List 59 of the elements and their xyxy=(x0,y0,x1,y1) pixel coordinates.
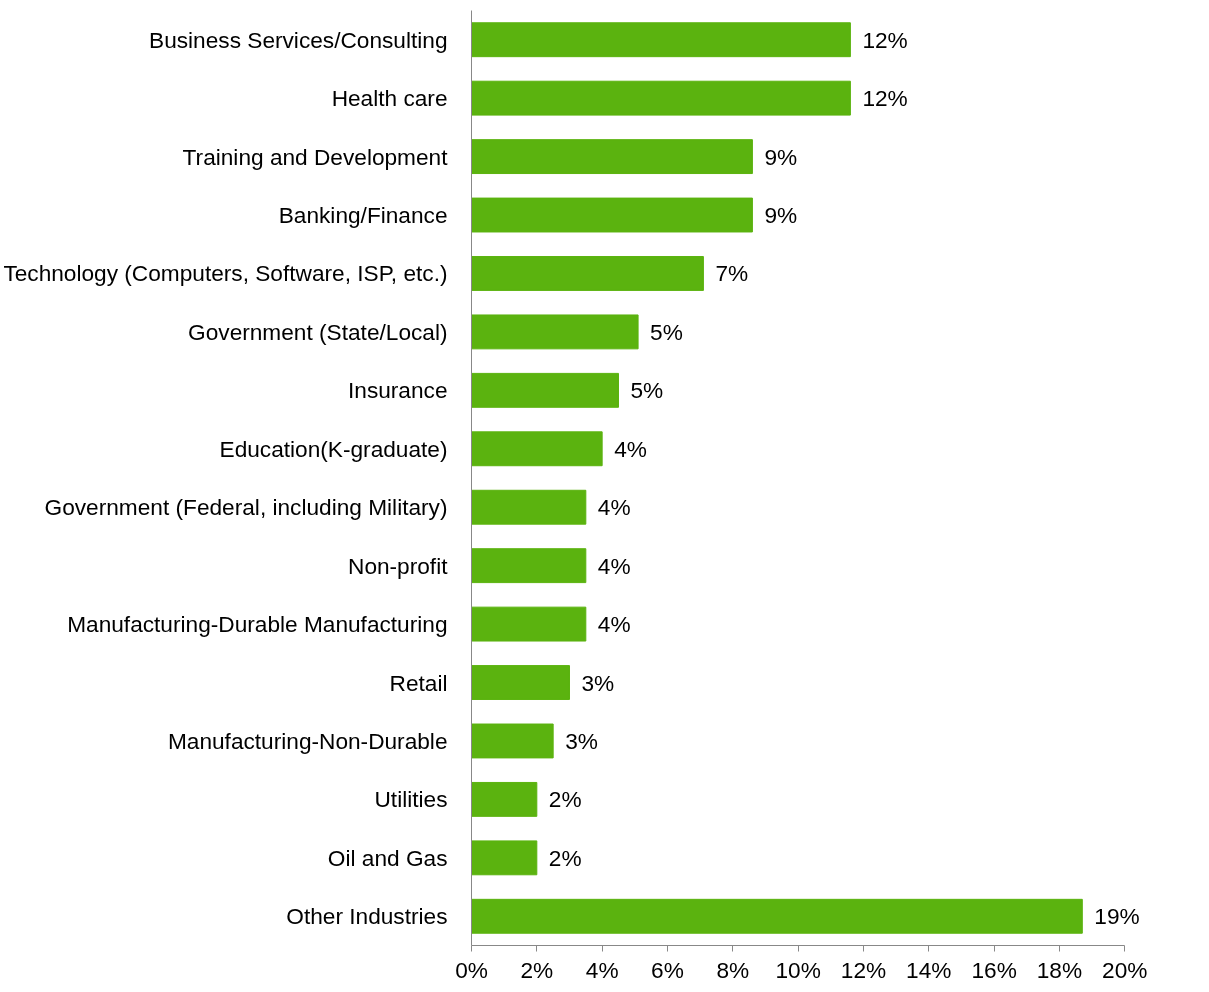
x-tick-label: 12% xyxy=(840,956,887,983)
bar xyxy=(471,840,538,876)
y-tick-label: Education(K-graduate) xyxy=(219,435,448,462)
y-tick-label: Insurance xyxy=(348,377,448,404)
data-label: 12% xyxy=(862,26,908,53)
x-tick-label: 10% xyxy=(775,956,821,983)
y-tick-label: Retail xyxy=(389,669,448,696)
bar xyxy=(471,22,851,58)
x-tick-label: 14% xyxy=(906,956,952,983)
data-label: 7% xyxy=(715,260,749,287)
x-tick-label: 4% xyxy=(585,956,619,983)
bar xyxy=(471,80,851,116)
data-label: 9% xyxy=(764,202,798,229)
y-tick-label: Government (Federal, including Military) xyxy=(44,494,448,521)
data-label: 3% xyxy=(581,669,615,696)
data-label: 4% xyxy=(614,435,647,462)
data-label: 2% xyxy=(548,844,582,871)
bar xyxy=(471,548,587,584)
data-label: 4% xyxy=(597,611,631,638)
x-tick-label: 20% xyxy=(1102,956,1148,983)
bar xyxy=(471,898,1083,934)
data-label: 2% xyxy=(548,786,582,813)
bar xyxy=(471,489,587,525)
bar xyxy=(471,139,753,175)
data-label: 12% xyxy=(862,85,908,112)
y-tick-label: Utilities xyxy=(374,786,448,813)
x-tick-label: 6% xyxy=(651,956,684,983)
bar xyxy=(471,197,753,233)
bar xyxy=(471,606,587,642)
data-label: 5% xyxy=(650,318,683,345)
data-label: 4% xyxy=(597,494,631,521)
data-label: 19% xyxy=(1094,903,1140,930)
y-tick-label: Government (State/Local) xyxy=(188,318,448,345)
bar xyxy=(471,431,603,467)
x-tick-label: 0% xyxy=(455,956,488,983)
bar xyxy=(471,665,570,700)
y-tick-label: Banking/Finance xyxy=(278,202,448,229)
bar xyxy=(471,781,538,817)
x-tick-label: 16% xyxy=(971,956,1017,983)
y-tick-label: Non-profit xyxy=(348,552,449,579)
x-tick-label: 8% xyxy=(716,956,750,983)
x-tick-label: 2% xyxy=(520,956,554,983)
data-label: 3% xyxy=(565,727,598,754)
bar xyxy=(471,372,619,408)
y-tick-label: Health care xyxy=(331,85,448,112)
data-label: 9% xyxy=(764,143,798,170)
y-tick-label: Business Services/Consulting xyxy=(149,26,448,53)
y-tick-label: Manufacturing-Non-Durable xyxy=(167,727,448,754)
y-tick-label: Manufacturing-Durable Manufacturing xyxy=(67,611,448,638)
x-tick-label: 18% xyxy=(1036,956,1083,983)
y-tick-label: Oil and Gas xyxy=(327,844,448,871)
y-tick-label: Training and Development xyxy=(182,143,449,170)
y-tick-label: Other Industries xyxy=(286,903,448,930)
data-label: 5% xyxy=(630,377,664,404)
bar xyxy=(471,723,554,759)
y-tick-label: Technology (Computers, Software, ISP, etc.) xyxy=(3,260,448,287)
bar xyxy=(471,314,639,350)
bar xyxy=(471,256,704,291)
data-label: 4% xyxy=(597,552,631,579)
